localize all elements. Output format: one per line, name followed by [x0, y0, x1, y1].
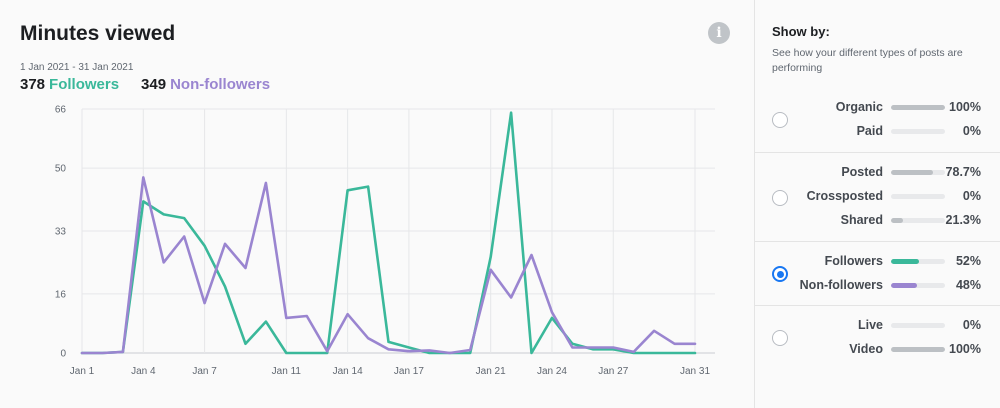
breakdown-row: Crossposted 0%: [755, 189, 1000, 205]
y-tick-label: 66: [55, 105, 67, 116]
breakdown-bar: [891, 347, 945, 352]
breakdown-row: Followers 52%: [755, 254, 1000, 270]
line-chart: 0 16 33 50 66 Jan 1 Jan 4 Jan 7 Jan 11 Jan 14 Jan …: [55, 105, 715, 377]
breakdown-bar-fill: [891, 170, 934, 175]
page-title: Minutes viewed: [20, 22, 176, 45]
breakdown-percent: 52%: [955, 254, 981, 268]
x-tick-label: Jan 24: [537, 366, 567, 377]
breakdown-percent: 21.3%: [945, 213, 981, 227]
show-by-group[interactable]: Followers 52% Non-followers 48%: [755, 241, 1000, 306]
breakdown-percent: 100%: [949, 342, 981, 356]
followers-label: Followers: [49, 76, 120, 93]
x-tick-label: Jan 21: [476, 366, 506, 377]
breakdown-bar: [891, 218, 945, 223]
breakdown-bar: [891, 129, 945, 134]
radio-button[interactable]: [772, 266, 788, 282]
breakdown-label: Organic: [835, 100, 883, 114]
breakdown-bar-fill: [891, 105, 945, 110]
breakdown-label: Live: [857, 318, 883, 332]
breakdown-label: Non-followers: [799, 278, 883, 292]
y-tick-label: 50: [55, 164, 67, 175]
x-tick-label: Jan 1: [70, 366, 95, 377]
x-tick-label: Jan 17: [394, 366, 424, 377]
show-by-group[interactable]: Posted 78.7% Crossposted 0% Shared 21.3%: [755, 152, 1000, 242]
breakdown-percent: 0%: [962, 318, 981, 332]
breakdown-bar-fill: [891, 283, 917, 288]
followers-count: 378: [20, 76, 46, 93]
totals-summary: 378 Followers 349 Non-followers: [20, 76, 270, 93]
breakdown-row: Shared 21.3%: [755, 213, 1000, 229]
x-tick-label: Jan 31: [680, 366, 710, 377]
breakdown-label: Followers: [824, 254, 883, 268]
radio-button[interactable]: [772, 189, 788, 206]
breakdown-bar: [891, 194, 945, 199]
show-by-panel: Show by: See how your different types of…: [755, 0, 1000, 408]
series-line-nonfollowers: [80, 176, 697, 355]
x-tick-label: Jan 27: [598, 366, 628, 377]
radio-button[interactable]: [772, 112, 788, 128]
breakdown-row: Posted 78.7%: [755, 165, 1000, 181]
breakdown-label: Crossposted: [806, 189, 883, 203]
breakdown-row: Video 100%: [755, 342, 1000, 358]
breakdown-bar: [891, 170, 945, 175]
y-tick-label: 33: [55, 227, 67, 238]
breakdown-row: Paid 0%: [755, 124, 1000, 140]
breakdown-bar-fill: [891, 218, 903, 223]
series-line-followers: [80, 111, 697, 355]
breakdown-percent: 48%: [955, 278, 981, 292]
show-by-group[interactable]: Organic 100% Paid 0%: [755, 88, 1000, 152]
breakdown-label: Paid: [856, 124, 883, 138]
breakdown-bar-fill: [891, 259, 920, 264]
breakdown-percent: 100%: [949, 100, 981, 114]
minutes-viewed-card: Minutes viewed i 1 Jan 2021 - 31 Jan 202…: [20, 0, 755, 408]
y-tick-label: 16: [55, 289, 67, 300]
breakdown-bar: [891, 283, 945, 288]
radio-button[interactable]: [772, 330, 788, 346]
breakdown-bar: [891, 259, 945, 264]
breakdown-row: Non-followers 48%: [755, 278, 1000, 294]
breakdown-bar-fill: [891, 347, 945, 352]
breakdown-percent: 78.7%: [945, 165, 981, 179]
breakdown-bar: [891, 323, 945, 328]
breakdown-label: Video: [849, 342, 883, 356]
x-tick-label: Jan 7: [192, 366, 217, 377]
breakdown-percent: 0%: [962, 189, 981, 203]
show-by-description: See how your different types of posts ar…: [772, 47, 963, 74]
show-by-group[interactable]: Live 0% Video 100%: [755, 305, 1000, 370]
x-tick-label: Jan 14: [333, 366, 363, 377]
x-tick-label: Jan 4: [131, 366, 156, 377]
date-range: 1 Jan 2021 - 31 Jan 2021: [20, 62, 134, 73]
breakdown-bar: [891, 105, 945, 110]
nonfollowers-count: 349: [141, 76, 167, 93]
breakdown-percent: 0%: [962, 124, 981, 138]
y-tick-label: 0: [60, 349, 66, 360]
x-tick-label: Jan 11: [272, 366, 302, 377]
breakdown-row: Organic 100%: [755, 100, 1000, 116]
show-by-title: Show by:: [772, 24, 830, 39]
breakdown-label: Posted: [841, 165, 883, 179]
info-icon[interactable]: i: [708, 22, 730, 44]
nonfollowers-label: Non-followers: [170, 76, 271, 93]
breakdown-label: Shared: [840, 213, 883, 227]
breakdown-row: Live 0%: [755, 318, 1000, 334]
